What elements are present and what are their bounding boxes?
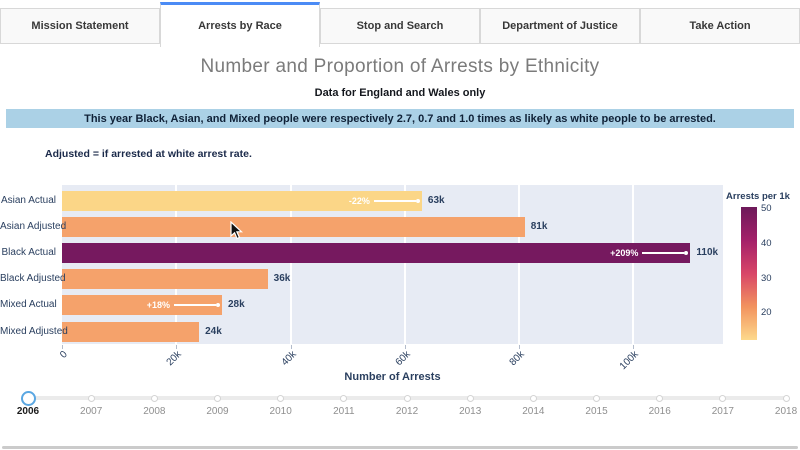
colorbar-gradient [741, 207, 757, 340]
annotation-dot [215, 303, 220, 308]
gridline [632, 185, 635, 344]
gridline [403, 185, 406, 344]
gridline [175, 185, 178, 344]
value-label: 110k [696, 247, 719, 259]
page-title: Number and Proportion of Arrests by Ethn… [200, 56, 600, 77]
colorbar-tick-label: 30 [761, 272, 772, 284]
slider-mark-2018[interactable] [782, 394, 790, 402]
x-tick-mark [176, 345, 178, 349]
colorbar-title: Arrests per 1k [726, 191, 790, 202]
category-label: Black Actual [1, 247, 56, 259]
category-label: Mixed Adjusted [0, 325, 68, 337]
slider-year-label-2011[interactable]: 2011 [333, 406, 355, 417]
slider-mark-2016[interactable] [656, 394, 664, 402]
slider-year-label-2010[interactable]: 2010 [269, 406, 292, 417]
tab-arrests-by-race[interactable]: Arrests by Race [160, 2, 320, 47]
slider-mark-2014[interactable] [529, 394, 537, 402]
value-label: 24k [205, 325, 222, 337]
value-label: 28k [227, 299, 245, 311]
stat-banner: This year Black, Asian, and Mixed people… [6, 109, 794, 128]
annotation-dot [415, 199, 420, 203]
annotation-line [642, 252, 685, 255]
tab-mission-statement[interactable]: Mission Statement [0, 8, 160, 44]
annotation-text: -22% [348, 196, 370, 206]
adjusted-note: Adjusted = if arrested at white arrest r… [45, 148, 252, 160]
annotation-dot [684, 251, 689, 256]
category-label: Black Adjusted [0, 273, 66, 285]
tab-bar: Mission Statement Arrests by Race Stop a… [0, 0, 800, 48]
annotation-text: +209% [610, 248, 639, 259]
bar-black-adjusted[interactable] [62, 269, 268, 290]
slider-year-label-2013[interactable]: 2013 [459, 406, 482, 417]
category-label: Mixed Actual [0, 299, 57, 311]
bar-mixed-adjusted[interactable] [62, 321, 200, 342]
slider-mark-2012[interactable] [403, 394, 411, 402]
gridline [518, 185, 521, 344]
slider-mark-2008[interactable] [150, 394, 158, 402]
colorbar-tick-label: 40 [761, 237, 772, 249]
slider-mark-2010[interactable] [277, 394, 285, 402]
bar-asian-actual[interactable] [62, 191, 422, 211]
slider-year-label-2014[interactable]: 2014 [522, 406, 545, 417]
slider-mark-2017[interactable] [719, 394, 727, 402]
horizontal-scrollbar[interactable] [2, 446, 798, 449]
colorbar-tick-label: 50 [761, 203, 772, 214]
value-label: 36k [273, 273, 291, 285]
category-label: Asian Adjusted [0, 221, 67, 233]
slider-mark-2007[interactable] [87, 394, 95, 402]
tab-stop-and-search[interactable]: Stop and Search [320, 8, 480, 44]
slider-year-label-2018[interactable]: 2018 [774, 406, 798, 417]
x-tick-mark [290, 345, 292, 349]
slider-year-label-2016[interactable]: 2016 [648, 406, 671, 417]
gridline [289, 185, 292, 344]
slider-handle[interactable] [20, 390, 36, 406]
tab-department-of-justice[interactable]: Department of Justice [480, 8, 640, 44]
slider-mark-2015[interactable] [593, 394, 601, 402]
x-tick-mark [404, 345, 406, 349]
bar-chart-plot-area [62, 185, 723, 344]
mouse-cursor [230, 221, 244, 240]
annotation-line [173, 304, 216, 307]
slider-year-label-2015[interactable]: 2015 [585, 406, 608, 417]
value-label: 63k [427, 195, 445, 206]
annotation-line [373, 200, 416, 202]
annotation-text: +18% [146, 300, 170, 311]
slider-mark-2009[interactable] [214, 394, 221, 402]
x-tick-mark [62, 345, 63, 349]
x-axis-title: Number of Arrests [344, 371, 441, 383]
colorbar-tick-label: 20 [761, 307, 772, 319]
slider-year-label-2008[interactable]: 2008 [143, 406, 166, 417]
x-tick-mark [519, 345, 521, 349]
percent-annotation: +209% [610, 246, 689, 260]
value-label: 81k [530, 221, 548, 233]
percent-annotation: -22% [349, 194, 420, 208]
tab-take-action[interactable]: Take Action [640, 8, 800, 44]
percent-annotation: +18% [147, 298, 220, 312]
slider-mark-2011[interactable] [340, 394, 348, 402]
bar-asian-adjusted[interactable] [62, 217, 525, 238]
bar-black-actual[interactable] [62, 243, 691, 264]
x-tick-mark [633, 345, 635, 349]
slider-year-label-2012[interactable]: 2012 [395, 406, 419, 417]
slider-year-label-2017[interactable]: 2017 [711, 406, 734, 417]
slider-year-label-2007[interactable]: 2007 [80, 406, 103, 417]
slider-mark-2013[interactable] [466, 394, 474, 402]
category-label: Asian Actual [0, 195, 56, 206]
slider-year-label-2009[interactable]: 2009 [206, 406, 229, 417]
page-subtitle: Data for England and Wales only [314, 87, 486, 99]
bar-mixed-actual[interactable] [62, 295, 222, 316]
slider-year-label-2006[interactable]: 2006 [16, 406, 40, 417]
